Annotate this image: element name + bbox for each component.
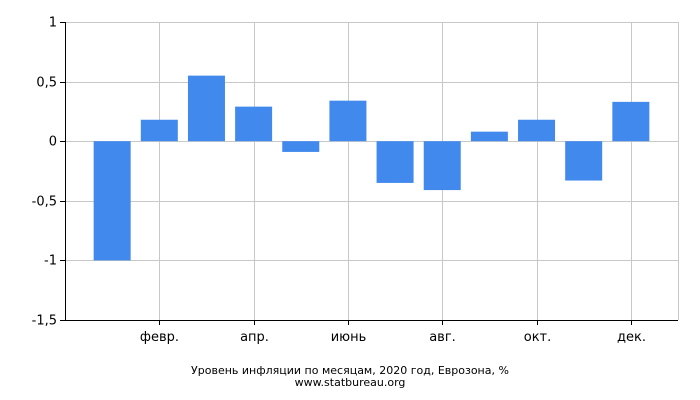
y-tick-label: -0,5 xyxy=(32,195,57,210)
bar-май xyxy=(282,141,320,152)
bar-янв. xyxy=(93,141,131,261)
bar-авг. xyxy=(423,141,461,191)
bar-февр. xyxy=(140,119,178,142)
source-link[interactable]: www.statbureau.org xyxy=(295,376,406,389)
x-tick-label: дек. xyxy=(617,330,646,345)
x-tick-label: авг. xyxy=(429,330,456,345)
bar-сент. xyxy=(470,131,508,142)
bar-нояб. xyxy=(565,141,603,181)
x-tick-label: апр. xyxy=(240,330,269,345)
y-tick-label: 0 xyxy=(49,135,57,150)
tick-labels: 1 0,5 0 -0,5 -1 -1,5 февр. апр. июнь авг. окт. дек. xyxy=(32,16,646,346)
chart-title: Уровень инфляции по месяцам, 2020 год, Е… xyxy=(191,364,509,377)
axes xyxy=(60,22,678,325)
bar-март xyxy=(187,75,225,142)
bar-июль xyxy=(376,141,414,183)
y-tick-label: -1 xyxy=(44,254,57,269)
y-tick-label: 1 xyxy=(49,16,57,31)
bar-июнь xyxy=(329,100,367,142)
x-tick-label: февр. xyxy=(140,330,179,345)
bar-апр. xyxy=(235,106,273,142)
y-tick-label: 0,5 xyxy=(36,76,57,91)
x-tick-label: июнь xyxy=(331,330,367,345)
bar-дек. xyxy=(612,101,650,142)
bar-окт. xyxy=(518,119,556,142)
bars xyxy=(93,75,650,261)
y-tick-label: -1,5 xyxy=(32,314,57,329)
x-tick-label: окт. xyxy=(524,330,552,345)
